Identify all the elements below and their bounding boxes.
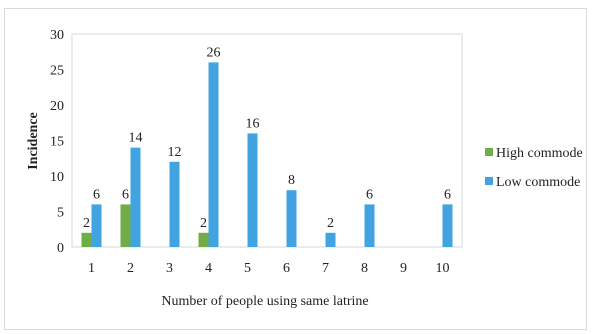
bar-high-commode <box>120 204 131 247</box>
plot-area <box>71 33 463 248</box>
x-tick-label: 5 <box>244 261 251 276</box>
bar-low-commode <box>208 62 219 248</box>
x-axis-label: Number of people using same latrine <box>161 294 368 309</box>
bar-high-commode <box>198 232 209 247</box>
data-label: 2 <box>83 216 90 231</box>
bar-low-commode <box>130 147 141 247</box>
legend-label: High commode <box>496 146 583 161</box>
data-label: 6 <box>366 187 373 202</box>
y-tick-label: 20 <box>50 99 64 114</box>
legend-swatch <box>485 177 493 185</box>
bar-high-commode <box>81 232 92 247</box>
data-label: 6 <box>122 187 129 202</box>
legend-swatch <box>485 148 493 156</box>
x-tick-label: 1 <box>88 261 95 276</box>
legend: High commode Low commode <box>485 146 583 190</box>
x-tick-label: 7 <box>322 261 329 276</box>
bar-low-commode <box>364 204 375 247</box>
y-axis-label: Incidence <box>26 112 41 170</box>
y-tick-label: 0 <box>57 241 64 256</box>
data-label: 8 <box>288 173 295 188</box>
x-tick-label: 3 <box>166 261 173 276</box>
data-label: 6 <box>444 187 451 202</box>
data-label: 14 <box>129 131 143 146</box>
y-tick-label: 30 <box>50 28 64 43</box>
data-label: 12 <box>168 145 182 160</box>
y-tick-label: 25 <box>50 64 64 79</box>
x-tick-label: 10 <box>436 261 450 276</box>
data-label: 16 <box>246 116 260 131</box>
bar-low-commode <box>325 232 336 247</box>
data-label: 26 <box>207 45 221 60</box>
y-tick-label: 10 <box>50 170 64 185</box>
bar-low-commode <box>442 204 453 247</box>
bar-low-commode <box>91 204 102 247</box>
chart-frame <box>4 8 587 330</box>
data-label: 2 <box>327 216 334 231</box>
x-tick-label: 8 <box>361 261 368 276</box>
bar-low-commode <box>169 161 180 247</box>
x-tick-label: 9 <box>400 261 407 276</box>
x-tick-label: 4 <box>205 261 212 276</box>
y-tick-label: 15 <box>50 135 64 150</box>
data-label: 2 <box>200 216 207 231</box>
x-tick-label: 2 <box>127 261 134 276</box>
x-tick-label: 6 <box>283 261 290 276</box>
bars <box>81 62 453 248</box>
bar-low-commode <box>247 133 258 247</box>
legend-label: Low commode <box>496 175 580 190</box>
bar-low-commode <box>286 190 297 247</box>
data-label: 6 <box>93 187 100 202</box>
y-tick-label: 5 <box>57 206 64 221</box>
